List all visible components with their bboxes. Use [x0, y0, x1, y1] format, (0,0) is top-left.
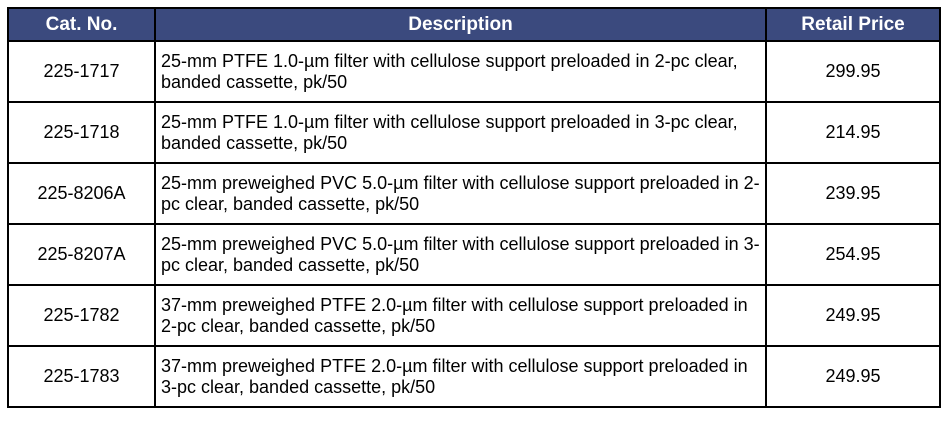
cat-no-cell: 225-1783 [7, 345, 156, 408]
description-cell: 37-mm preweighed PTFE 2.0-µm filter with… [154, 345, 767, 408]
description-cell: 25-mm preweighed PVC 5.0-µm filter with … [154, 162, 767, 225]
header-retail-price: Retail Price [765, 7, 941, 42]
description-cell: 25-mm PTFE 1.0-µm filter with cellulose … [154, 40, 767, 103]
price-table: Cat. No. Description Retail Price 225-17… [7, 7, 941, 408]
cat-no-cell: 225-1718 [7, 101, 156, 164]
description-cell: 37-mm preweighed PTFE 2.0-µm filter with… [154, 284, 767, 347]
description-cell: 25-mm PTFE 1.0-µm filter with cellulose … [154, 101, 767, 164]
header-description: Description [154, 7, 767, 42]
description-cell: 25-mm preweighed PVC 5.0-µm filter with … [154, 223, 767, 286]
header-row: Cat. No. Description Retail Price [7, 7, 941, 42]
cat-no-cell: 225-8206A [7, 162, 156, 225]
price-cell: 249.95 [765, 284, 941, 347]
header-cat-no: Cat. No. [7, 7, 156, 42]
cat-no-cell: 225-8207A [7, 223, 156, 286]
price-cell: 249.95 [765, 345, 941, 408]
table-row: 225-1783 37-mm preweighed PTFE 2.0-µm fil… [7, 345, 941, 408]
table-row: 225-8207A 25-mm preweighed PVC 5.0-µm fil… [7, 223, 941, 286]
table-row: 225-1782 37-mm preweighed PTFE 2.0-µm fil… [7, 284, 941, 347]
price-cell: 299.95 [765, 40, 941, 103]
cat-no-cell: 225-1782 [7, 284, 156, 347]
price-cell: 239.95 [765, 162, 941, 225]
table-row: 225-8206A 25-mm preweighed PVC 5.0-µm fil… [7, 162, 941, 225]
table-row: 225-1718 25-mm PTFE 1.0-µm filter with ce… [7, 101, 941, 164]
cat-no-cell: 225-1717 [7, 40, 156, 103]
price-cell: 254.95 [765, 223, 941, 286]
price-cell: 214.95 [765, 101, 941, 164]
table-row: 225-1717 25-mm PTFE 1.0-µm filter with ce… [7, 40, 941, 103]
